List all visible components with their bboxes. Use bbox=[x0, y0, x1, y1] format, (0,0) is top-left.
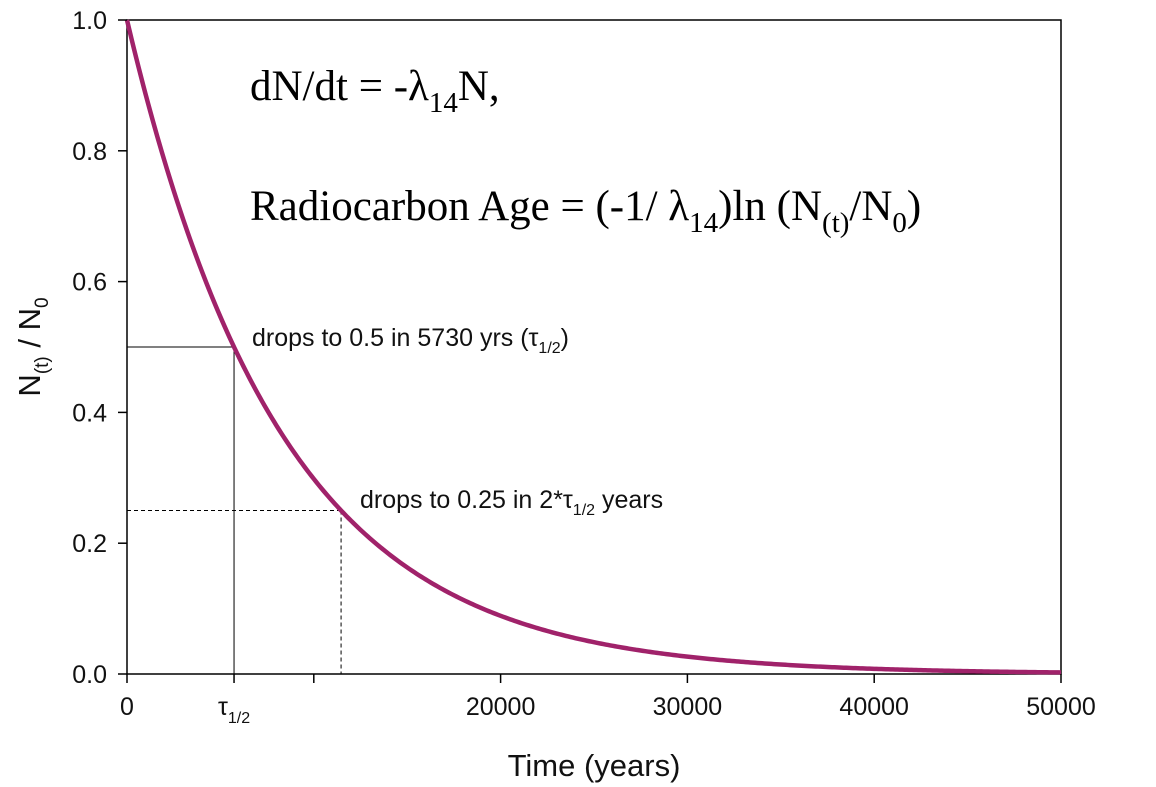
x-tick-label: τ1/2 bbox=[218, 693, 250, 727]
y-axis: 0.0 0.2 0.4 0.6 0.8 1.0 bbox=[72, 7, 127, 689]
y-tick-label: 1.0 bbox=[72, 7, 107, 35]
x-tick-label: 40000 bbox=[839, 693, 909, 721]
y-tick-label: 0.8 bbox=[72, 138, 107, 166]
x-axis-title: Time (years) bbox=[508, 748, 681, 783]
x-tick-label: 0 bbox=[120, 693, 134, 721]
equation-rate: dN/dt = -λ14N, bbox=[250, 63, 500, 119]
x-tick-label: 30000 bbox=[653, 693, 723, 721]
y-tick-label: 0.0 bbox=[72, 661, 107, 689]
decay-curve bbox=[124, 19, 1062, 675]
equation-age: Radiocarbon Age = (-1/ λ14)ln (N(t)/N0) bbox=[250, 183, 921, 239]
x-axis: 0 τ1/2 20000 30000 40000 50000 bbox=[120, 674, 1096, 727]
y-tick-label: 0.4 bbox=[72, 399, 107, 427]
y-tick-label: 0.6 bbox=[72, 269, 107, 297]
annotation-two-half-lives: drops to 0.25 in 2*τ1/2 years bbox=[360, 486, 663, 519]
x-tick-label: 20000 bbox=[466, 693, 536, 721]
annotation-half-life: drops to 0.5 in 5730 yrs (τ1/2) bbox=[252, 324, 569, 357]
decay-series bbox=[124, 19, 1062, 675]
y-tick-label: 0.2 bbox=[72, 530, 107, 558]
x-tick-label: 50000 bbox=[1026, 693, 1096, 721]
y-axis-title: N(t) / N0 bbox=[12, 297, 53, 396]
guide-lines bbox=[127, 346, 342, 674]
